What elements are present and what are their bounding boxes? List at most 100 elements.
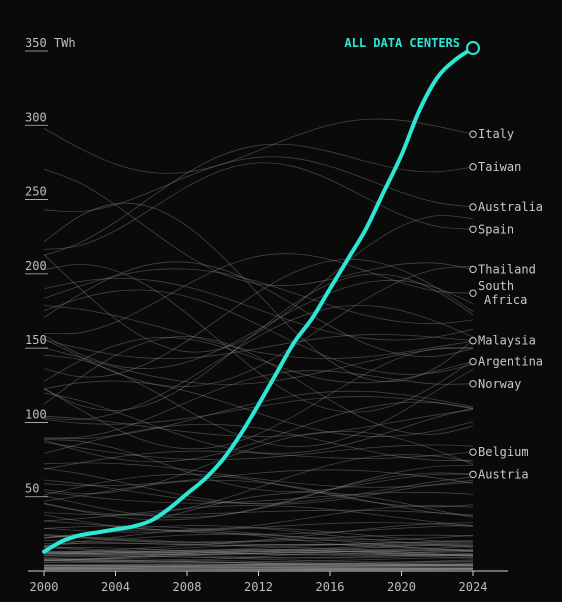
country-line (43, 214, 474, 353)
country-line (43, 540, 474, 546)
country-line (43, 469, 474, 487)
country-label: Malaysia (478, 334, 536, 348)
country-line (43, 370, 474, 439)
country-line (43, 552, 474, 561)
y-tick-label: 300 (25, 110, 47, 124)
x-tick-label: 2004 (101, 580, 130, 594)
y-tick-label: 350 TWh (25, 36, 76, 50)
country-label: Austria (478, 467, 529, 481)
y-tick-label: 200 (25, 259, 47, 273)
country-line (43, 548, 474, 557)
country-line (43, 565, 473, 569)
country-end-marker (469, 130, 477, 138)
country-line (43, 401, 474, 463)
country-line (44, 563, 474, 568)
country-line (43, 551, 474, 556)
country-line (43, 543, 474, 554)
country-line (43, 439, 474, 493)
country-line (43, 564, 474, 567)
country-line (43, 522, 474, 533)
country-line (43, 143, 474, 256)
country-line (43, 202, 474, 383)
x-tick-label: 2020 (387, 580, 416, 594)
country-end-marker (469, 448, 477, 456)
country-line (43, 430, 474, 495)
country-line (43, 392, 474, 454)
country-line (43, 476, 474, 505)
country-line (43, 423, 474, 461)
country-line (43, 156, 474, 213)
country-end-marker (469, 265, 477, 274)
country-line (43, 509, 474, 516)
country-end-marker (469, 163, 477, 171)
country-line (43, 567, 474, 570)
country-line (43, 162, 474, 250)
country-label: Thailand (478, 262, 536, 276)
y-tick-label: 100 (25, 407, 47, 421)
y-tick-label: 50 (25, 482, 39, 496)
country-line (43, 558, 474, 565)
country-line (43, 566, 474, 569)
country-line (43, 535, 474, 546)
country-line (43, 565, 474, 569)
country-line (43, 551, 474, 556)
x-tick-label: 2000 (30, 580, 59, 594)
country-line (43, 273, 474, 411)
country-line (43, 505, 474, 531)
country-line (43, 454, 474, 515)
country-labels-group: Italy Taiwan Australia Spain Thailand South Af… (469, 127, 543, 481)
y-tick-label: 250 (25, 185, 47, 199)
country-line (43, 259, 474, 378)
country-line (43, 467, 474, 505)
country-line (43, 534, 474, 543)
country-line (43, 263, 474, 413)
country-line (43, 305, 474, 360)
y-axis: 50 100 150 200 250 300 350 TWh (25, 36, 76, 498)
country-line (43, 450, 474, 470)
x-tick-label: 2008 (173, 580, 202, 594)
country-line (43, 552, 474, 559)
country-line (43, 279, 474, 369)
country-line (43, 168, 474, 287)
country-line (43, 479, 474, 517)
country-line (43, 565, 474, 569)
country-line (43, 549, 474, 556)
country-line (43, 550, 474, 557)
country-line (43, 564, 473, 567)
x-tick-label: 2016 (316, 580, 345, 594)
country-end-marker (469, 380, 477, 388)
country-lines-group (43, 118, 474, 571)
country-end-marker (469, 337, 477, 345)
country-line (43, 563, 474, 568)
country-line (43, 525, 474, 541)
x-axis: 2000 2004 2008 2012 2016 2020 2024 (28, 570, 508, 594)
country-line (43, 555, 474, 563)
country-line (43, 268, 474, 325)
country-line (43, 558, 474, 564)
country-label: Spain (478, 222, 514, 236)
highlight-series-label: ALL DATA CENTERS (344, 36, 460, 50)
country-end-marker (469, 470, 477, 479)
country-line (43, 522, 474, 544)
country-line (43, 354, 474, 448)
country-line (43, 472, 474, 521)
country-line (43, 567, 473, 570)
country-line (43, 277, 474, 341)
country-line (43, 118, 474, 174)
country-line (43, 462, 474, 488)
country-line (43, 289, 474, 375)
country-end-marker (469, 203, 477, 211)
country-line (43, 347, 474, 385)
country-line (43, 567, 474, 570)
country-line (43, 336, 474, 384)
country-line (43, 380, 474, 437)
country-line (43, 560, 474, 566)
country-line (43, 261, 474, 358)
country-line (43, 544, 474, 555)
country-label: Australia (478, 200, 543, 214)
country-line (43, 473, 474, 508)
country-line (43, 464, 474, 518)
country-line (43, 548, 474, 560)
country-line (43, 520, 474, 535)
